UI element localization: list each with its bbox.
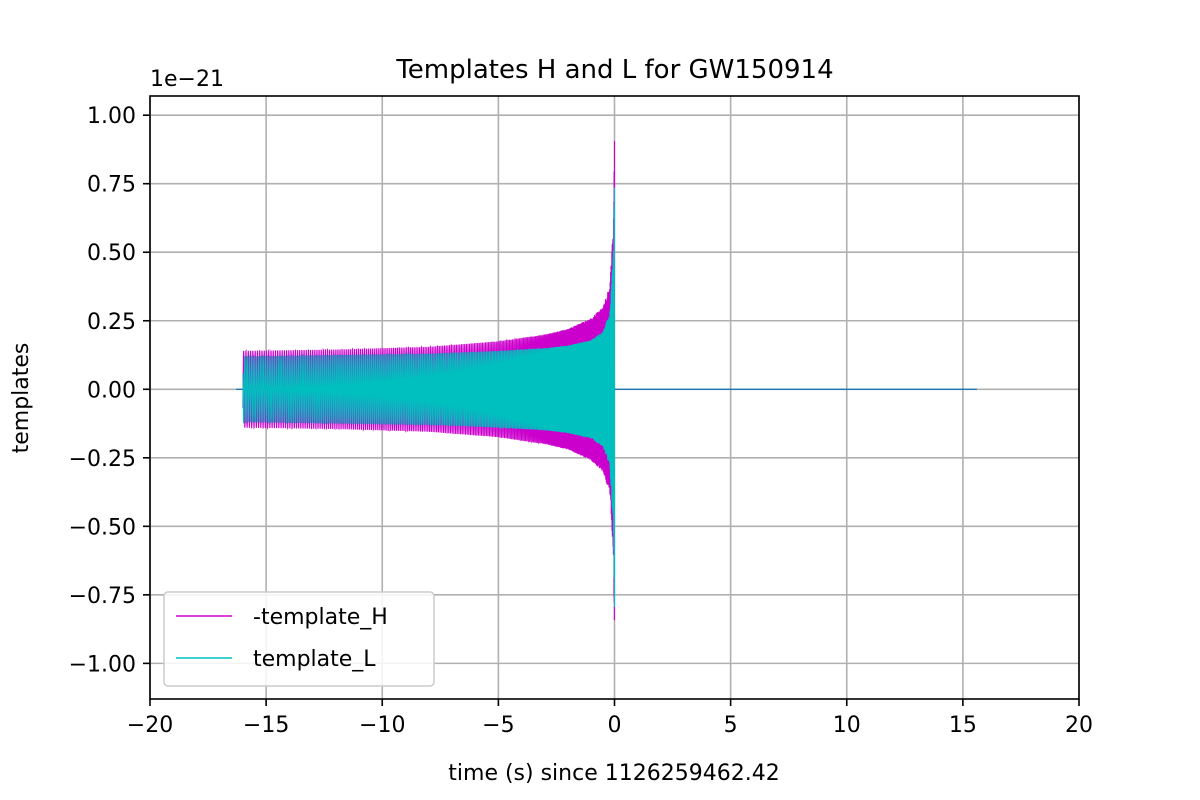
y-tick-label: −1.00 — [69, 652, 136, 677]
x-tick-label: 0 — [608, 713, 622, 738]
x-tick-label: −10 — [359, 713, 405, 738]
x-axis-label: time (s) since 1126259462.42 — [448, 761, 779, 786]
y-tick-label: 0.50 — [87, 241, 136, 266]
legend-label-template-l: template_L — [253, 647, 376, 672]
y-tick-label: −0.50 — [69, 515, 136, 540]
axis-ticks: −20 −15 −10 −5 0 5 10 15 20 1.00 0.75 0.50 0.25 0.00 −… — [69, 104, 1093, 738]
x-tick-label: 15 — [949, 713, 977, 738]
y-tick-label: 0.00 — [87, 378, 136, 403]
y-tick-label: 0.25 — [87, 310, 136, 335]
y-axis-label: templates — [9, 343, 34, 454]
chart-title: Templates H and L for GW150914 — [395, 55, 833, 85]
plot-lines — [235, 140, 977, 621]
y-tick-label: 1.00 — [87, 104, 136, 129]
x-tick-label: 20 — [1065, 713, 1093, 738]
x-tick-label: −20 — [127, 713, 173, 738]
series-line-template-l — [242, 187, 616, 607]
y-tick-label: −0.75 — [69, 584, 136, 609]
legend: -template_H template_L — [163, 591, 435, 687]
legend-label-template-h: -template_H — [253, 605, 388, 630]
x-tick-label: 5 — [724, 713, 738, 738]
y-tick-label: 0.75 — [87, 173, 136, 198]
x-tick-label: −5 — [482, 713, 514, 738]
y-tick-label: −0.25 — [69, 447, 136, 472]
x-tick-label: 10 — [833, 713, 861, 738]
y-offset-label: 1e−21 — [150, 67, 224, 92]
x-tick-label: −15 — [243, 713, 289, 738]
